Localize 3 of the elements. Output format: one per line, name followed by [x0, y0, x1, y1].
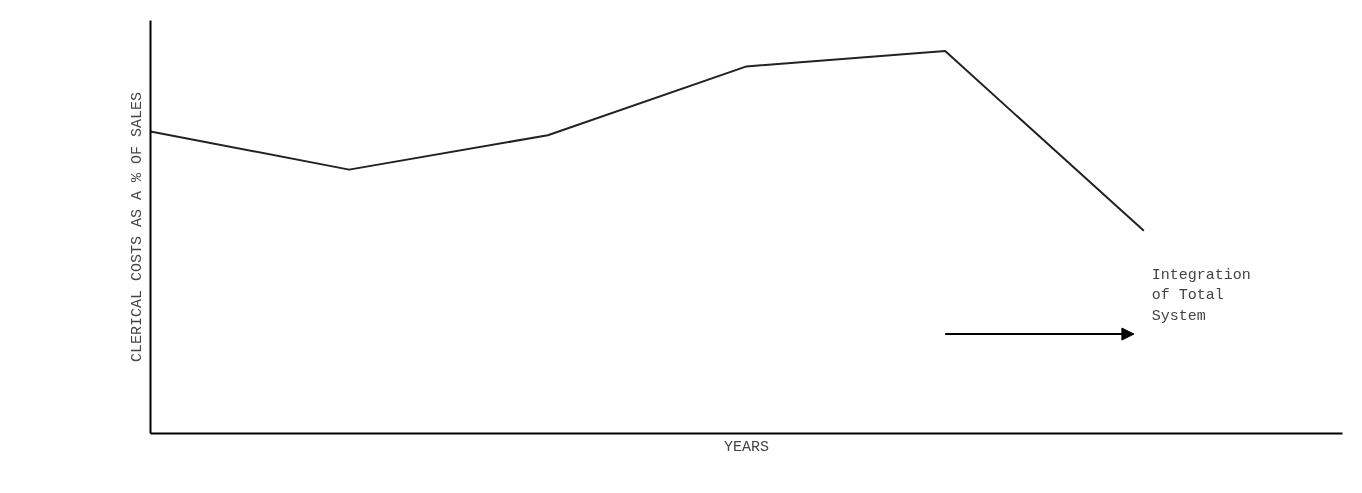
annotation: Integration of Total System [1151, 266, 1251, 325]
x-axis-title: YEARS [724, 438, 770, 456]
y-axis-title: CLERICAL COSTS AS A % OF SALES [128, 91, 146, 363]
